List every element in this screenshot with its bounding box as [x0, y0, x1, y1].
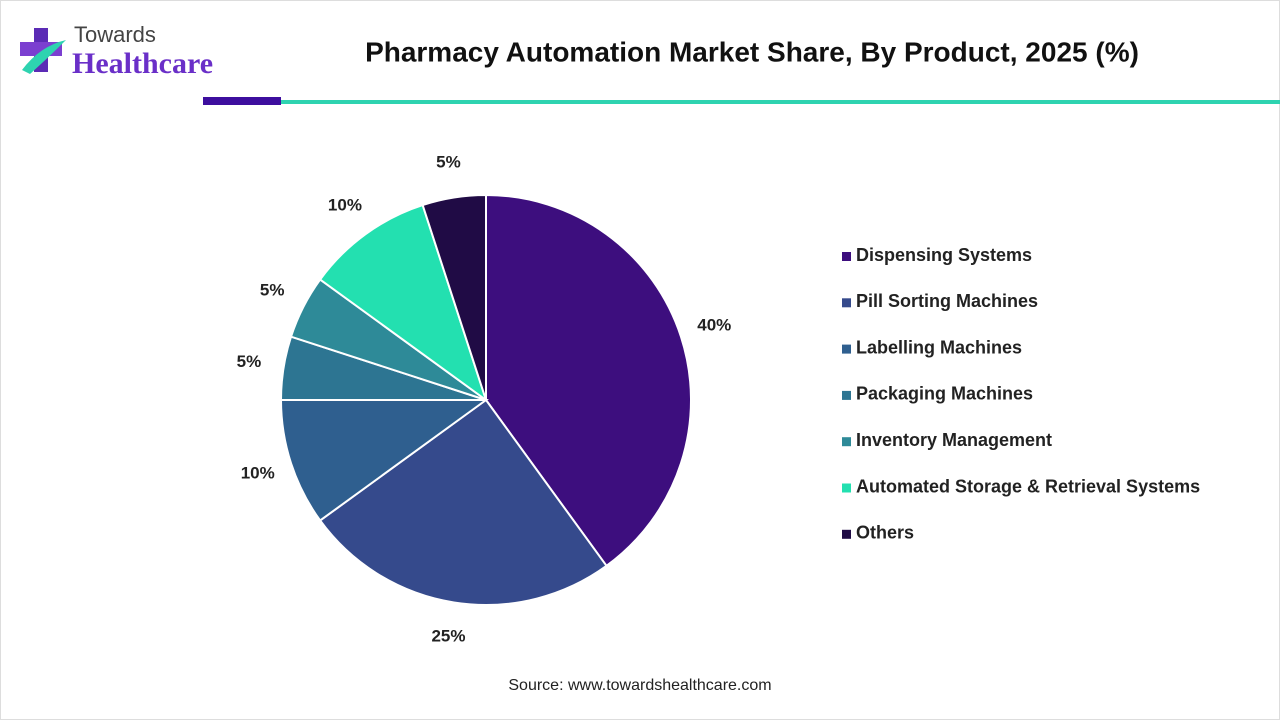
pie-slice — [421, 193, 487, 401]
legend-label: Pill Sorting Machines — [856, 291, 1038, 311]
source: Source: www.towardshealthcare.com — [508, 677, 771, 694]
logo-text: Healthcare — [72, 47, 213, 80]
legend-swatch — [842, 390, 851, 400]
pie-slice — [318, 203, 488, 403]
legend-swatch — [842, 344, 851, 354]
value-label: 5% — [260, 281, 285, 300]
header-rule — [281, 100, 1280, 104]
legend-swatch — [842, 252, 851, 261]
legend-swatch — [842, 298, 851, 308]
value-label: 5% — [436, 152, 461, 171]
legend-swatch — [842, 483, 851, 493]
legend-label: Labelling Machines — [856, 337, 1022, 357]
value-label: 25% — [431, 627, 465, 646]
legend-swatch — [842, 437, 851, 447]
value-label: 10% — [328, 195, 362, 214]
header-rule — [203, 97, 281, 105]
legend-label: Automated Storage & Retrieval Systems — [856, 476, 1200, 496]
value-label: 5% — [237, 352, 262, 371]
legend-label: Dispensing Systems — [856, 245, 1032, 265]
pie-slice — [318, 398, 608, 606]
legend-label: Packaging Machines — [856, 384, 1033, 404]
pie-slice — [279, 399, 490, 522]
value-label: 40% — [697, 315, 731, 334]
value-label: 10% — [241, 464, 275, 483]
pie-slice — [485, 193, 692, 568]
legend-label: Inventory Management — [856, 430, 1052, 450]
logo-text: Towards — [74, 22, 156, 47]
chart-title: Pharmacy Automation Market Share, By Pro… — [365, 36, 1139, 67]
legend-swatch — [842, 529, 851, 539]
legend-label: Others — [856, 523, 914, 543]
logo-icon — [20, 28, 66, 74]
